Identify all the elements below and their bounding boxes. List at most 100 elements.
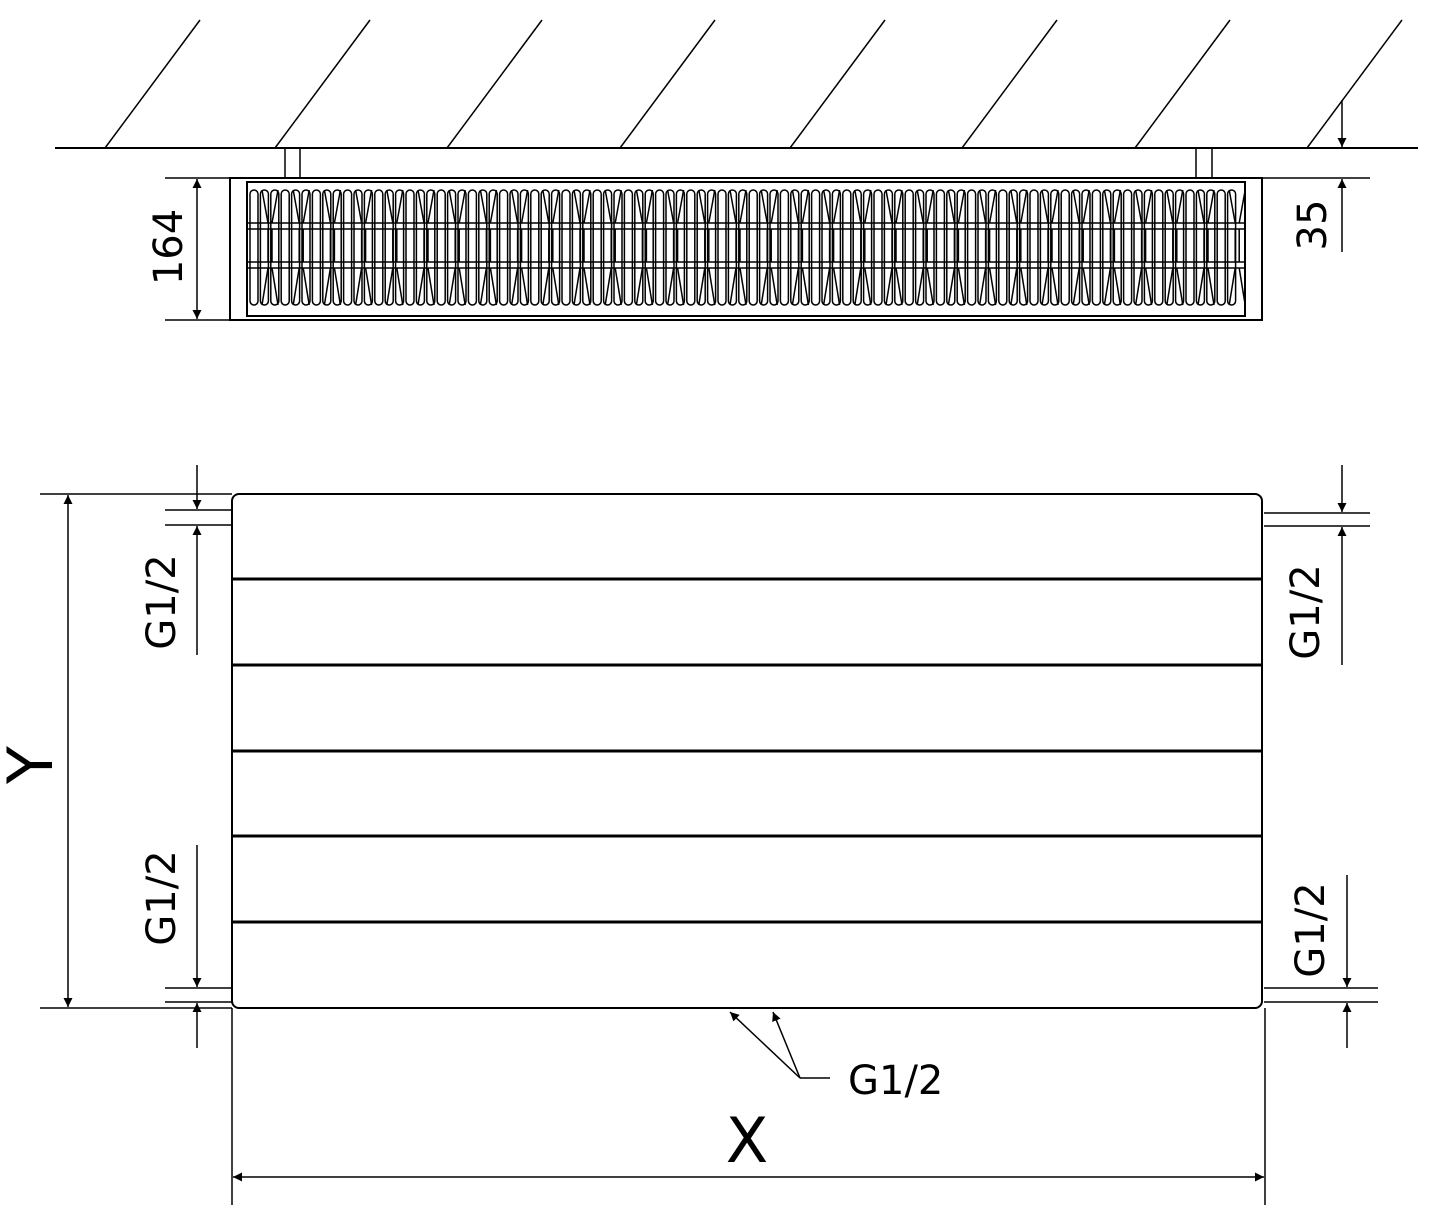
fin-cross-pattern <box>760 189 778 306</box>
wall-brackets <box>284 148 1213 178</box>
fin-cross-pattern <box>323 189 342 306</box>
fin-cross-pattern <box>261 189 279 306</box>
fin-cross-pattern <box>448 189 466 306</box>
radiator-fin <box>1018 189 1029 306</box>
radiator-fin <box>1060 189 1070 306</box>
fin-cross-pattern <box>1197 189 1215 306</box>
fin-cross-pattern <box>542 189 560 306</box>
fin-cross-pattern <box>573 189 591 306</box>
connection-bottom-label: G1/2 <box>848 1058 943 1104</box>
radiator-fin <box>311 189 322 306</box>
fin-cross-pattern <box>386 189 404 306</box>
radiator-fin <box>686 189 696 306</box>
radiator-fin <box>935 189 946 306</box>
fin-cross-pattern <box>729 189 747 306</box>
radiator-fin <box>987 189 998 306</box>
radiator-fin <box>956 189 966 306</box>
radiator-fin <box>1174 189 1185 306</box>
dimension-x <box>231 1008 1266 1205</box>
radiator-fin <box>1143 189 1154 306</box>
radiator-fin <box>1216 189 1226 306</box>
connection-left-top-label: G1/2 <box>139 554 185 649</box>
radiator-fin <box>249 189 259 306</box>
fin-cross-pattern <box>1134 189 1153 306</box>
radiator-fin <box>717 189 727 306</box>
dimension-x-label: X <box>726 1104 768 1177</box>
radiator-fin <box>467 189 478 306</box>
fin-cross-pattern <box>698 189 716 306</box>
hatch-line <box>961 19 1058 149</box>
fin-cross-pattern <box>885 189 903 306</box>
radiator-fin <box>1091 189 1102 306</box>
radiator-fin <box>966 189 977 306</box>
fin-cross-pattern <box>1041 189 1059 306</box>
radiator-fin <box>457 189 467 306</box>
connection-bottom-leader <box>729 1011 830 1079</box>
fin-cross-pattern <box>854 189 872 306</box>
dimension-35-label: 35 <box>1290 200 1336 251</box>
hatch-line <box>1134 19 1231 149</box>
radiator-fin <box>831 189 842 306</box>
radiator-top-view <box>229 177 1263 321</box>
fin-cross-pattern <box>479 189 498 306</box>
dimension-35 <box>1262 100 1370 252</box>
radiator-fin <box>301 189 311 306</box>
hatch-line <box>274 19 371 149</box>
fin-cross-pattern <box>822 189 841 306</box>
radiator-fin <box>873 189 883 306</box>
radiator-fin <box>270 189 280 306</box>
fin-cross-pattern <box>1010 189 1028 306</box>
wall-hatching <box>104 19 1403 149</box>
radiator-fin <box>394 189 405 306</box>
radiator-fin <box>842 189 852 306</box>
fin-cross-pattern <box>292 189 310 306</box>
radiator-fin <box>280 189 290 306</box>
hatch-line <box>789 19 886 149</box>
fin-cross-pattern <box>635 189 654 306</box>
radiator-fin <box>675 189 686 306</box>
radiator-fin <box>644 189 654 306</box>
radiator-fin <box>561 189 571 306</box>
radiator-fin <box>488 189 498 306</box>
dimension-164-label: 164 <box>146 209 192 285</box>
radiator-fin <box>904 189 914 306</box>
fin-cross-pattern <box>510 189 529 306</box>
radiator-fin <box>748 189 758 306</box>
radiator-fin <box>623 189 634 306</box>
radiator-fin <box>405 189 415 306</box>
radiator-fin <box>613 189 623 306</box>
hatch-line <box>446 19 543 149</box>
radiator-fin <box>925 189 935 306</box>
radiator-fin <box>426 189 436 306</box>
connection-right-top-label: G1/2 <box>1283 564 1329 659</box>
radiator-fin <box>706 189 717 306</box>
connection-left-bottom-label: G1/2 <box>139 850 185 945</box>
radiator-fin <box>530 189 540 306</box>
radiator-fin <box>550 189 561 306</box>
dimension-y <box>40 493 232 1009</box>
fin-cross-pattern <box>1103 189 1122 306</box>
radiator-fin <box>363 189 374 306</box>
fin-cross-pattern <box>947 189 966 306</box>
radiator-fin <box>1029 189 1039 306</box>
fin-cross-pattern <box>666 189 685 306</box>
radiator-fin <box>1081 189 1091 306</box>
radiator-fin <box>1206 189 1216 306</box>
radiator-fin <box>894 189 904 306</box>
fin-cross-pattern <box>354 189 373 306</box>
radiator-fin <box>498 189 509 306</box>
radiator-fin <box>862 189 873 306</box>
radiator-fin <box>998 189 1008 306</box>
dimension-y-label: Y <box>0 746 67 785</box>
radiator-fin <box>1112 189 1122 306</box>
radiator-fin <box>332 189 342 306</box>
radiator-fin <box>342 189 353 306</box>
fin-cross-pattern <box>916 189 934 306</box>
fin-cross-pattern <box>417 189 435 306</box>
radiator-fin <box>436 189 446 306</box>
radiator-fin <box>654 189 665 306</box>
dimension-left-top-connection <box>165 465 232 655</box>
connection-right-bottom-label: G1/2 <box>1288 882 1334 977</box>
radiator-fin <box>769 189 779 306</box>
